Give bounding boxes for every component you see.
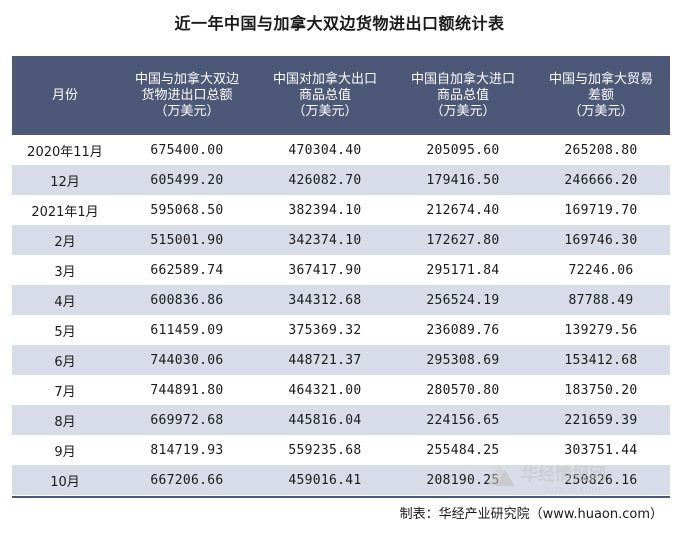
value-cell: 605499.20 [150, 172, 224, 188]
header-row: 月份 中国与加拿大双边 货物进出口总额 （万美元） 中国对加拿大出口 商品总值 （万美元）中… [12, 56, 670, 135]
value-cell: 426082.70 [288, 172, 362, 188]
column-header: 中国与加拿大贸易 差额 （万美元） [532, 56, 670, 135]
value-cell: 183750.20 [564, 382, 638, 398]
column-header-line: 货物进出口总额 [141, 87, 233, 103]
value-cell: 205095.60 [426, 142, 500, 158]
value-cell: 675400.00 [150, 142, 224, 158]
column-header-line: 中国对加拿大出口 [272, 71, 377, 87]
column-header-line: （万美元） [154, 103, 220, 119]
value-cell: 382394.10 [288, 202, 362, 218]
value-cell: 179416.50 [426, 172, 500, 188]
value-cell: 224156.65 [426, 412, 500, 428]
table-row: 12月 605499.20 426082.70 179416.50 246666.20 [12, 165, 670, 195]
value-cell: 246666.20 [564, 172, 638, 188]
value-cell: 303751.44 [564, 442, 638, 458]
value-cell: 236089.76 [426, 322, 500, 338]
table-body: 2020年11月 675400.00 470304.40 205095.60 26520… [12, 135, 670, 495]
column-header-line: （万美元） [292, 103, 358, 119]
column-header-line: 月份 [51, 87, 78, 103]
value-cell: 342374.10 [288, 232, 362, 248]
value-cell: 464321.00 [288, 382, 362, 398]
table-row: 7月 744891.80 464321.00 280570.80 183750.20 [12, 375, 670, 405]
value-cell: 172627.80 [426, 232, 500, 248]
column-header: 中国自加拿大进口 商品总值 （万美元） [394, 56, 532, 135]
month-cell: 12月 [50, 174, 80, 190]
column-header-line: 中国与加拿大贸易 [548, 71, 653, 87]
column-header-line: 差额 [587, 87, 614, 103]
value-cell: 255484.25 [426, 442, 500, 458]
value-cell: 208190.25 [426, 472, 500, 488]
value-cell: 139279.56 [564, 322, 638, 338]
source-note: 制表：华经产业研究院（www.huaon.com） [399, 507, 663, 522]
bottom-rule [12, 496, 670, 498]
month-cell: 6月 [54, 354, 76, 370]
value-cell: 459016.41 [288, 472, 362, 488]
table-row: 4月 600836.86 344312.68 256524.19 87788.49 [12, 285, 670, 315]
month-cell: 5月 [54, 324, 76, 340]
value-cell: 445816.04 [288, 412, 362, 428]
month-cell: 2月 [54, 234, 76, 250]
table-row: 6月 744030.06 448721.37 295308.69 153412.68 [12, 345, 670, 375]
table-row: 10月 667206.66 459016.41 208190.25 250826.16 [12, 465, 670, 495]
trade-table: 月份 中国与加拿大双边 货物进出口总额 （万美元） 中国对加拿大出口 商品总值 （万美元）中… [12, 56, 670, 495]
table-row: 2021年1月 595068.50 382394.10 212674.40 169719… [12, 195, 670, 225]
value-cell: 662589.74 [150, 262, 224, 278]
value-cell: 375369.32 [288, 322, 362, 338]
value-cell: 611459.09 [150, 322, 224, 338]
month-cell: 10月 [50, 474, 80, 490]
value-cell: 280570.80 [426, 382, 500, 398]
value-cell: 600836.86 [150, 292, 224, 308]
value-cell: 212674.40 [426, 202, 500, 218]
value-cell: 72246.06 [568, 262, 634, 278]
table-row: 2020年11月 675400.00 470304.40 205095.60 26520… [12, 135, 670, 165]
month-cell: 4月 [54, 294, 76, 310]
value-cell: 153412.68 [564, 352, 638, 368]
value-cell: 669972.68 [150, 412, 224, 428]
value-cell: 221659.39 [564, 412, 638, 428]
month-cell: 2021年1月 [31, 204, 99, 220]
value-cell: 744030.06 [150, 352, 224, 368]
table-row: 2月 515001.90 342374.10 172627.80 169746.30 [12, 225, 670, 255]
value-cell: 265208.80 [564, 142, 638, 158]
month-cell: 3月 [54, 264, 76, 280]
month-cell: 8月 [54, 414, 76, 430]
value-cell: 295171.84 [426, 262, 500, 278]
value-cell: 814719.93 [150, 442, 224, 458]
column-header: 月份 [12, 56, 118, 135]
table-row: 9月 814719.93 559235.68 255484.25 303751.44 [12, 435, 670, 465]
value-cell: 559235.68 [288, 442, 362, 458]
column-header-line: 商品总值 [298, 87, 351, 103]
value-cell: 169719.70 [564, 202, 638, 218]
value-cell: 515001.90 [150, 232, 224, 248]
table-header: 月份 中国与加拿大双边 货物进出口总额 （万美元） 中国对加拿大出口 商品总值 （万美元）中… [12, 56, 670, 135]
month-cell: 2020年11月 [27, 144, 103, 160]
value-cell: 87788.49 [568, 292, 634, 308]
column-header-line: （万美元） [430, 103, 496, 119]
value-cell: 169746.30 [564, 232, 638, 248]
value-cell: 595068.50 [150, 202, 224, 218]
value-cell: 367417.90 [288, 262, 362, 278]
value-cell: 256524.19 [426, 292, 500, 308]
table-row: 8月 669972.68 445816.04 224156.65 221659.39 [12, 405, 670, 435]
value-cell: 344312.68 [288, 292, 362, 308]
column-header: 中国与加拿大双边 货物进出口总额 （万美元） [118, 56, 256, 135]
column-header-line: （万美元） [568, 103, 634, 119]
page-title: 近一年中国与加拿大双边货物进出口额统计表 [174, 14, 505, 33]
table-row: 3月 662589.74 367417.90 295171.84 72246.06 [12, 255, 670, 285]
value-cell: 295308.69 [426, 352, 500, 368]
value-cell: 250826.16 [564, 472, 638, 488]
column-header-line: 中国与加拿大双边 [134, 71, 239, 87]
column-header-line: 中国自加拿大进口 [410, 71, 515, 87]
month-cell: 9月 [54, 444, 76, 460]
column-header: 中国对加拿大出口 商品总值 （万美元） [256, 56, 394, 135]
month-cell: 7月 [54, 384, 76, 400]
column-header-line: 商品总值 [436, 87, 489, 103]
value-cell: 448721.37 [288, 352, 362, 368]
value-cell: 744891.80 [150, 382, 224, 398]
value-cell: 470304.40 [288, 142, 362, 158]
value-cell: 667206.66 [150, 472, 224, 488]
table-row: 5月 611459.09 375369.32 236089.76 139279.56 [12, 315, 670, 345]
